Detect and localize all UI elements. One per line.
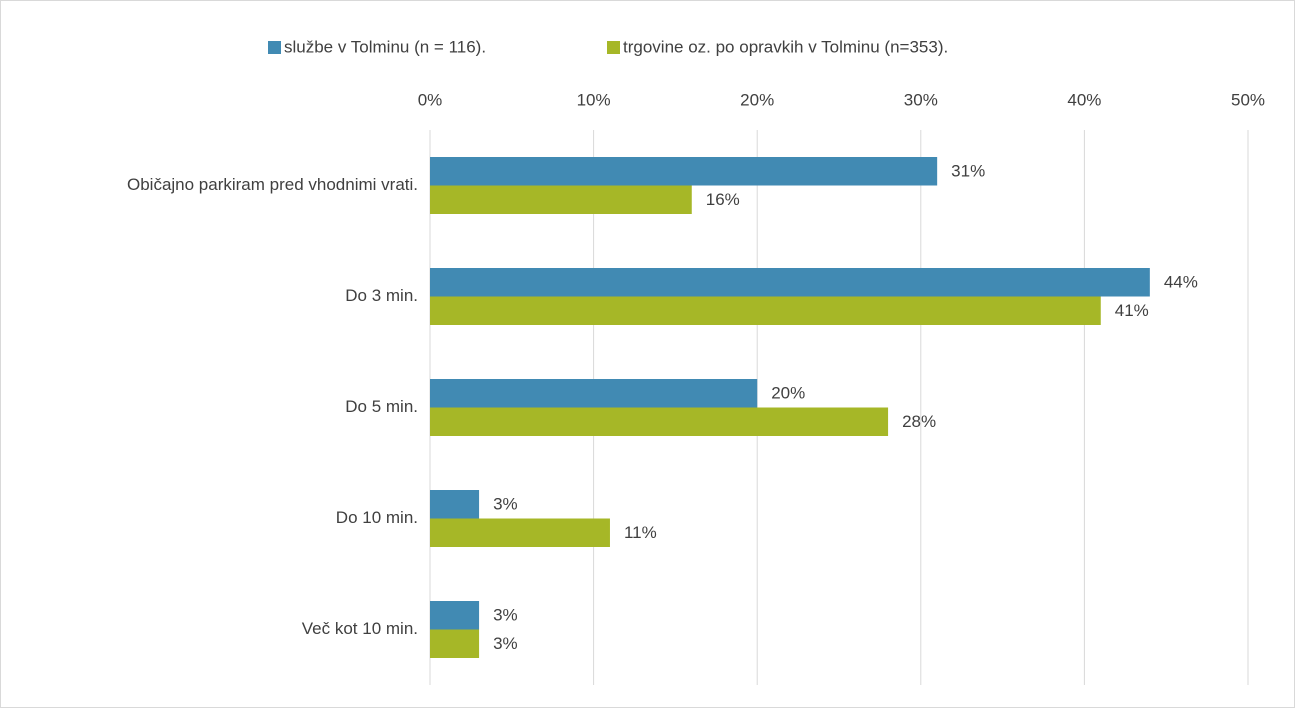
bar: [430, 379, 758, 408]
bar: [430, 629, 480, 658]
legend-label: službe v Tolminu (n = 116).: [284, 37, 486, 56]
data-label: 11%: [624, 523, 657, 542]
data-label: 3%: [493, 606, 518, 625]
data-label: 20%: [771, 384, 805, 403]
data-label: 3%: [493, 634, 518, 653]
y-tick-label: Do 3 min.: [345, 286, 418, 305]
bar: [430, 601, 480, 630]
x-tick-label: 10%: [577, 90, 611, 109]
x-tick-label: 30%: [904, 90, 938, 109]
bar: [430, 157, 938, 186]
y-tick-label: Do 10 min.: [336, 508, 418, 527]
y-tick-label: Več kot 10 min.: [302, 619, 418, 638]
legend-swatch: [607, 41, 620, 54]
bar: [430, 268, 1150, 297]
y-tick-label: Običajno parkiram pred vhodnimi vrati.: [127, 175, 418, 194]
y-tick-label: Do 5 min.: [345, 397, 418, 416]
bar: [430, 296, 1101, 325]
data-label: 28%: [902, 412, 936, 431]
x-tick-label: 50%: [1231, 90, 1265, 109]
data-label: 31%: [951, 162, 985, 181]
legend-label: trgovine oz. po opravkih v Tolminu (n=35…: [623, 37, 948, 56]
data-label: 16%: [706, 190, 740, 209]
data-label: 44%: [1164, 273, 1198, 292]
bar: [430, 518, 610, 547]
data-label: 41%: [1115, 301, 1149, 320]
bar: [430, 490, 480, 519]
x-tick-label: 20%: [740, 90, 774, 109]
legend-swatch: [268, 41, 281, 54]
bar: [430, 185, 692, 214]
data-label: 3%: [493, 495, 518, 514]
x-tick-label: 40%: [1067, 90, 1101, 109]
x-tick-label: 0%: [418, 90, 443, 109]
bar: [430, 407, 889, 436]
